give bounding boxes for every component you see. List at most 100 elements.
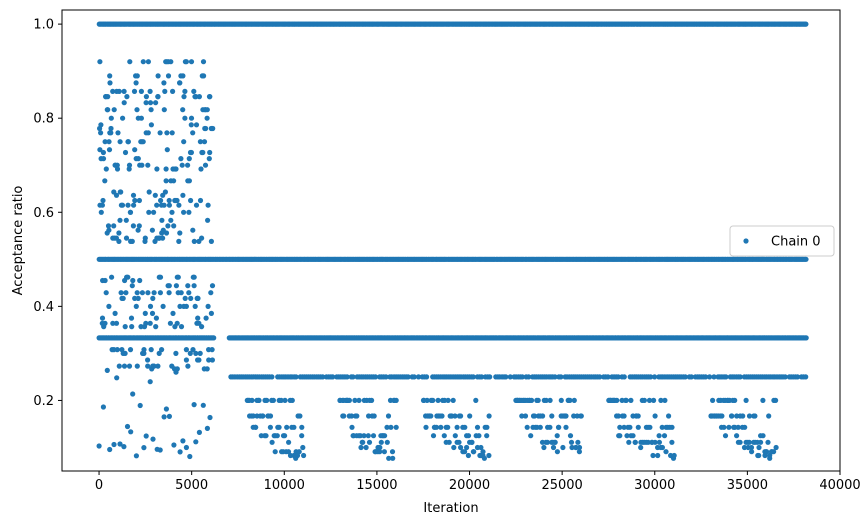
data-point bbox=[435, 397, 441, 403]
data-point bbox=[192, 303, 198, 309]
data-point bbox=[372, 374, 379, 380]
data-point bbox=[627, 424, 633, 430]
data-point bbox=[357, 433, 363, 439]
data-point bbox=[143, 320, 149, 326]
data-point bbox=[165, 73, 172, 79]
data-point bbox=[663, 449, 669, 455]
legend-label: Chain 0 bbox=[771, 235, 821, 250]
data-point bbox=[116, 363, 122, 369]
data-point bbox=[208, 238, 214, 244]
data-point bbox=[148, 122, 154, 128]
data-point bbox=[191, 283, 197, 289]
data-point bbox=[752, 413, 758, 419]
data-point bbox=[648, 374, 654, 380]
data-point bbox=[267, 413, 274, 419]
data-point bbox=[344, 374, 350, 380]
data-point bbox=[722, 433, 729, 439]
data-point bbox=[430, 397, 436, 403]
data-point bbox=[161, 80, 167, 86]
data-point bbox=[110, 320, 116, 326]
data-point bbox=[764, 449, 770, 455]
data-point bbox=[522, 413, 529, 419]
data-point bbox=[115, 130, 121, 136]
data-point bbox=[554, 449, 561, 455]
data-point bbox=[155, 94, 161, 100]
data-point bbox=[487, 374, 493, 380]
data-point bbox=[253, 424, 259, 430]
data-point bbox=[742, 424, 748, 430]
data-point bbox=[552, 374, 558, 380]
data-point bbox=[141, 347, 147, 353]
data-point bbox=[647, 424, 653, 430]
data-point bbox=[635, 424, 641, 430]
data-point bbox=[560, 444, 566, 451]
data-point bbox=[486, 452, 492, 459]
data-point bbox=[541, 444, 547, 451]
data-point bbox=[100, 404, 106, 410]
data-point bbox=[166, 413, 172, 419]
data-point bbox=[267, 424, 273, 430]
data-point bbox=[104, 367, 110, 373]
data-point bbox=[803, 335, 809, 341]
data-point bbox=[794, 374, 801, 380]
data-point bbox=[249, 397, 255, 403]
data-point bbox=[164, 147, 170, 153]
data-point bbox=[635, 413, 641, 419]
data-point bbox=[159, 217, 165, 223]
data-point bbox=[378, 439, 384, 445]
data-point bbox=[578, 413, 584, 419]
data-point bbox=[208, 290, 214, 296]
data-point bbox=[117, 217, 123, 223]
data-point bbox=[445, 397, 451, 403]
data-point bbox=[162, 88, 168, 94]
data-point bbox=[621, 374, 627, 380]
data-point bbox=[263, 433, 269, 439]
data-point bbox=[388, 424, 394, 430]
data-point bbox=[134, 107, 140, 113]
data-point bbox=[537, 424, 543, 430]
data-point bbox=[127, 209, 133, 215]
data-point bbox=[191, 402, 197, 408]
data-point bbox=[507, 374, 513, 380]
data-point bbox=[186, 290, 192, 296]
data-point bbox=[132, 197, 138, 204]
data-point bbox=[117, 441, 123, 447]
data-point bbox=[159, 347, 165, 353]
data-point bbox=[127, 347, 134, 353]
data-point bbox=[185, 162, 191, 168]
data-point bbox=[188, 115, 195, 121]
data-point bbox=[458, 413, 464, 419]
data-point bbox=[424, 374, 430, 380]
data-point bbox=[196, 94, 202, 100]
data-point bbox=[204, 366, 210, 372]
data-point bbox=[210, 125, 216, 132]
data-point bbox=[166, 202, 172, 208]
data-point bbox=[270, 397, 276, 403]
data-point bbox=[179, 162, 185, 168]
data-point bbox=[114, 347, 120, 353]
data-point bbox=[133, 80, 139, 86]
data-point bbox=[703, 374, 709, 380]
data-point bbox=[129, 283, 135, 289]
data-point bbox=[652, 439, 658, 445]
data-point bbox=[445, 424, 451, 430]
data-point bbox=[183, 357, 189, 363]
data-point bbox=[297, 413, 303, 419]
data-point bbox=[655, 452, 661, 459]
data-point bbox=[150, 295, 156, 301]
data-point bbox=[173, 283, 179, 289]
data-point bbox=[193, 122, 200, 128]
data-point bbox=[171, 442, 177, 448]
data-point bbox=[737, 374, 743, 380]
data-point bbox=[100, 156, 107, 162]
data-point bbox=[149, 310, 156, 316]
data-point bbox=[476, 433, 482, 439]
data-point bbox=[711, 374, 717, 380]
data-point bbox=[465, 433, 472, 439]
data-point bbox=[558, 374, 564, 380]
data-point bbox=[108, 130, 114, 136]
data-point bbox=[190, 347, 196, 353]
data-point bbox=[147, 88, 153, 94]
data-point bbox=[206, 94, 213, 100]
